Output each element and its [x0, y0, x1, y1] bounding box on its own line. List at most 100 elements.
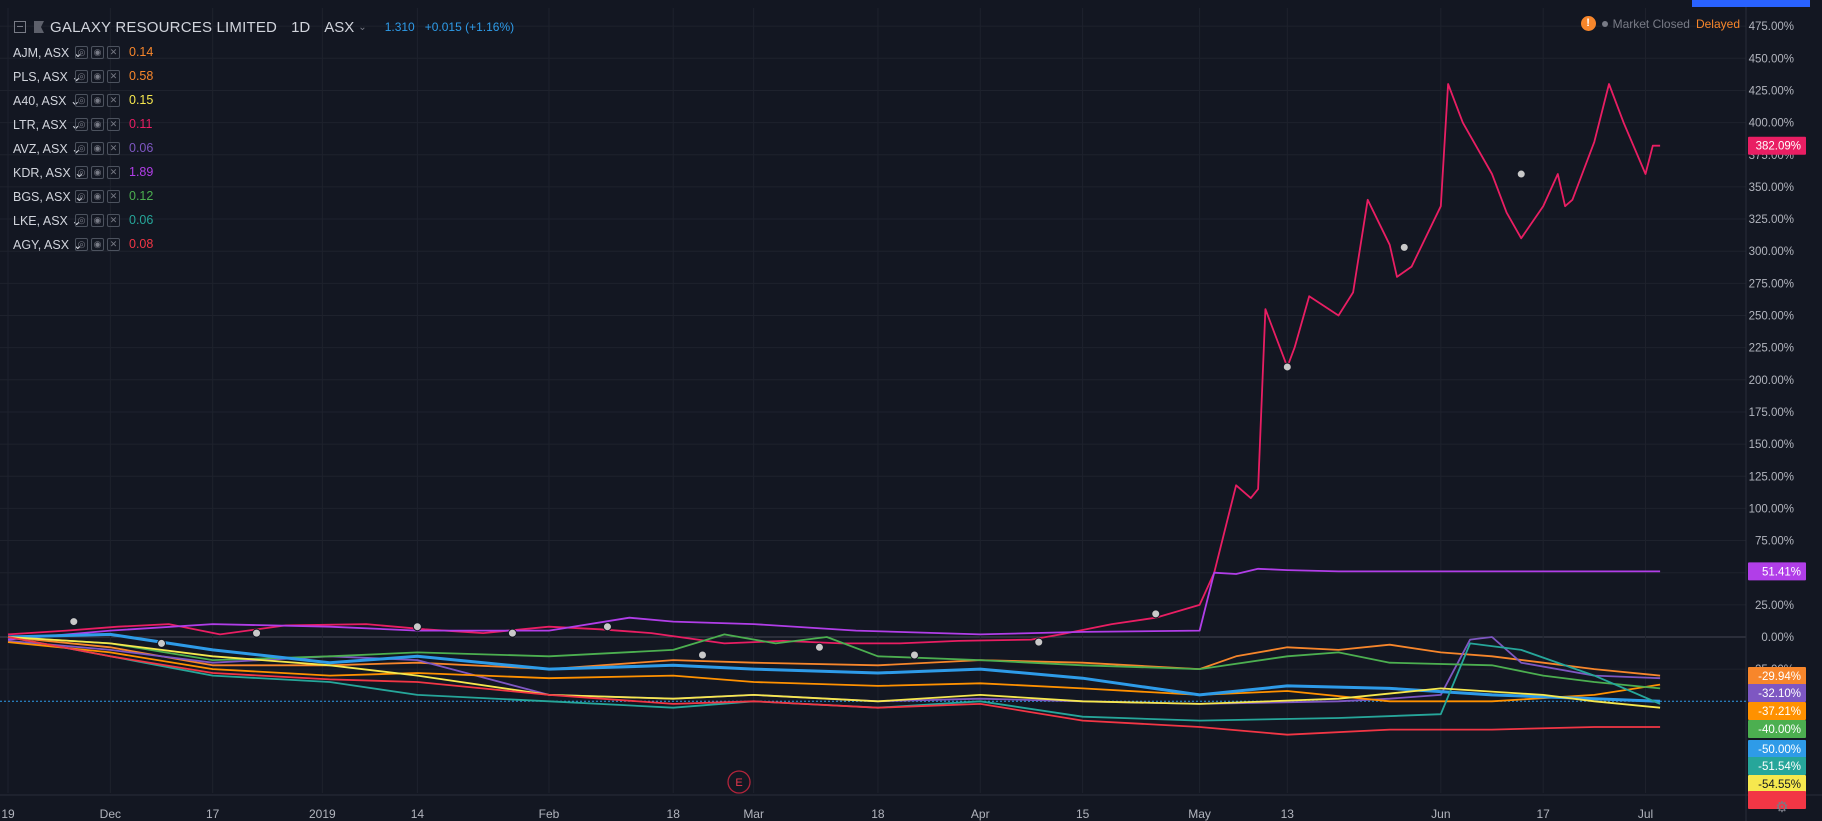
compare-row[interactable]: AGY, ASX ⌄ ◎ ◉ ✕ 0.08: [13, 235, 153, 253]
close-icon[interactable]: ✕: [107, 237, 120, 251]
compare-row[interactable]: KDR, ASX ⌄ ◎ ◉ ✕ 1.89: [13, 163, 153, 181]
hide-icon[interactable]: ◉: [91, 213, 104, 227]
y-tick-label: 450.00%: [1749, 53, 1794, 65]
settings-icon[interactable]: ◎: [75, 117, 88, 131]
hide-icon[interactable]: ◉: [91, 141, 104, 155]
settings-icon[interactable]: ◎: [75, 237, 88, 251]
y-tick-label: 275.00%: [1749, 278, 1794, 290]
y-tick-label: 200.00%: [1749, 375, 1794, 387]
market-status: ! Market Closed Delayed: [1580, 16, 1740, 31]
close-icon[interactable]: ✕: [107, 165, 120, 179]
series-line: [7, 633, 1661, 690]
x-tick-label: Feb: [539, 807, 560, 821]
dividend-marker: [1516, 169, 1526, 179]
y-tick-label: 475.00%: [1749, 21, 1794, 33]
y-tick-label: 125.00%: [1749, 471, 1794, 483]
chart-markers: E: [69, 169, 1526, 794]
last-value-badge: [1748, 702, 1806, 720]
close-icon[interactable]: ✕: [107, 45, 120, 59]
compare-symbol[interactable]: AGY, ASX ⌄: [13, 237, 84, 252]
compare-row[interactable]: PLS, ASX ⌄ ◎ ◉ ✕ 0.58: [13, 67, 153, 85]
y-tick-label: 300.00%: [1749, 246, 1794, 258]
hide-icon[interactable]: ◉: [91, 117, 104, 131]
compare-row[interactable]: A40, ASX ⌄ ◎ ◉ ✕ 0.15: [13, 91, 153, 109]
y-tick-label: 0.00%: [1761, 632, 1794, 644]
compare-symbol[interactable]: AJM, ASX ⌄: [13, 45, 84, 60]
dividend-marker: [252, 628, 262, 638]
compare-symbol[interactable]: LKE, ASX ⌄: [13, 213, 82, 228]
close-icon[interactable]: ✕: [107, 189, 120, 203]
compare-row[interactable]: AJM, ASX ⌄ ◎ ◉ ✕ 0.14: [13, 43, 153, 61]
series-line: [7, 636, 1661, 722]
compare-symbol[interactable]: PLS, ASX ⌄: [13, 69, 82, 84]
last-value-badge: [1748, 740, 1806, 758]
last-value-text: -51.54%: [1758, 761, 1801, 773]
settings-icon[interactable]: ◎: [75, 141, 88, 155]
close-icon[interactable]: ✕: [107, 69, 120, 83]
dividend-marker: [507, 628, 517, 638]
x-tick-label: 2019: [309, 807, 336, 821]
exchange[interactable]: ASX: [324, 18, 355, 36]
compare-symbol[interactable]: A40, ASX ⌄: [13, 93, 81, 108]
dividend-marker: [697, 650, 707, 660]
compare-row[interactable]: AVZ, ASX ⌄ ◎ ◉ ✕ 0.06: [13, 139, 153, 157]
settings-icon[interactable]: ◎: [75, 213, 88, 227]
compare-row[interactable]: LTR, ASX ⌄ ◎ ◉ ✕ 0.11: [13, 115, 152, 133]
settings-icon[interactable]: ◎: [75, 189, 88, 203]
symbol-name[interactable]: GALAXY RESOURCES LIMITED: [50, 18, 278, 36]
compare-symbol[interactable]: BGS, ASX ⌄: [13, 189, 85, 204]
compare-symbol[interactable]: KDR, ASX ⌄: [13, 165, 85, 180]
earnings-marker: [727, 770, 751, 794]
close-icon[interactable]: ✕: [107, 93, 120, 107]
compare-symbol[interactable]: AVZ, ASX ⌄: [13, 141, 82, 156]
compare-value: 0.11: [129, 117, 153, 131]
symbol-header: GALAXY RESOURCES LIMITED 1D ASX ⌄ 1.310 …: [14, 18, 514, 36]
x-tick-label: 15: [1076, 807, 1090, 821]
hide-icon[interactable]: ◉: [91, 45, 104, 59]
flag-icon[interactable]: [34, 21, 44, 33]
chevron-down-icon[interactable]: ⌄: [358, 21, 367, 33]
last-value-text: -32.10%: [1758, 688, 1801, 700]
y-tick-label: 100.00%: [1749, 503, 1794, 515]
settings-icon[interactable]: ◎: [75, 45, 88, 59]
last-value-badge: [1748, 720, 1806, 738]
compare-value: 0.06: [129, 141, 154, 155]
market-closed-text: Market Closed: [1612, 16, 1690, 31]
series-line: [7, 83, 1661, 645]
settings-icon[interactable]: ◎: [75, 69, 88, 83]
last-value-text: -29.94%: [1758, 671, 1801, 683]
hide-icon[interactable]: ◉: [91, 165, 104, 179]
x-tick-label: May: [1188, 807, 1211, 821]
compare-symbol[interactable]: LTR, ASX ⌄: [13, 117, 81, 132]
gear-icon[interactable]: ⚙: [1775, 799, 1789, 816]
compare-row[interactable]: BGS, ASX ⌄ ◎ ◉ ✕ 0.12: [13, 187, 153, 205]
dividend-marker: [909, 650, 919, 660]
delayed-text: Delayed: [1695, 16, 1740, 31]
dividend-marker: [1034, 637, 1044, 647]
compare-value: 1.89: [129, 165, 154, 179]
close-icon[interactable]: ✕: [107, 213, 120, 227]
x-tick-label: Jul: [1638, 807, 1653, 821]
last-value-text: 382.09%: [1756, 141, 1801, 153]
warning-icon[interactable]: !: [1580, 16, 1596, 31]
hide-icon[interactable]: ◉: [91, 93, 104, 107]
close-icon[interactable]: ✕: [107, 141, 120, 155]
close-icon[interactable]: ✕: [107, 117, 120, 131]
compare-row[interactable]: LKE, ASX ⌄ ◎ ◉ ✕ 0.06: [13, 211, 153, 229]
y-tick-label: 400.00%: [1749, 118, 1794, 130]
status-dot: [1601, 20, 1608, 27]
hide-icon[interactable]: ◉: [91, 69, 104, 83]
minimize-icon[interactable]: [14, 21, 26, 33]
x-tick-label: Jun: [1431, 807, 1450, 821]
compare-value: 0.12: [129, 189, 154, 203]
dividend-marker: [1151, 609, 1161, 619]
timeframe[interactable]: 1D: [291, 18, 311, 36]
hide-icon[interactable]: ◉: [91, 189, 104, 203]
y-tick-label: 225.00%: [1749, 343, 1794, 355]
hide-icon[interactable]: ◉: [91, 237, 104, 251]
dividend-marker: [69, 617, 79, 627]
x-tick-label: 13: [1281, 807, 1295, 821]
settings-icon[interactable]: ◎: [75, 93, 88, 107]
settings-icon[interactable]: ◎: [75, 165, 88, 179]
